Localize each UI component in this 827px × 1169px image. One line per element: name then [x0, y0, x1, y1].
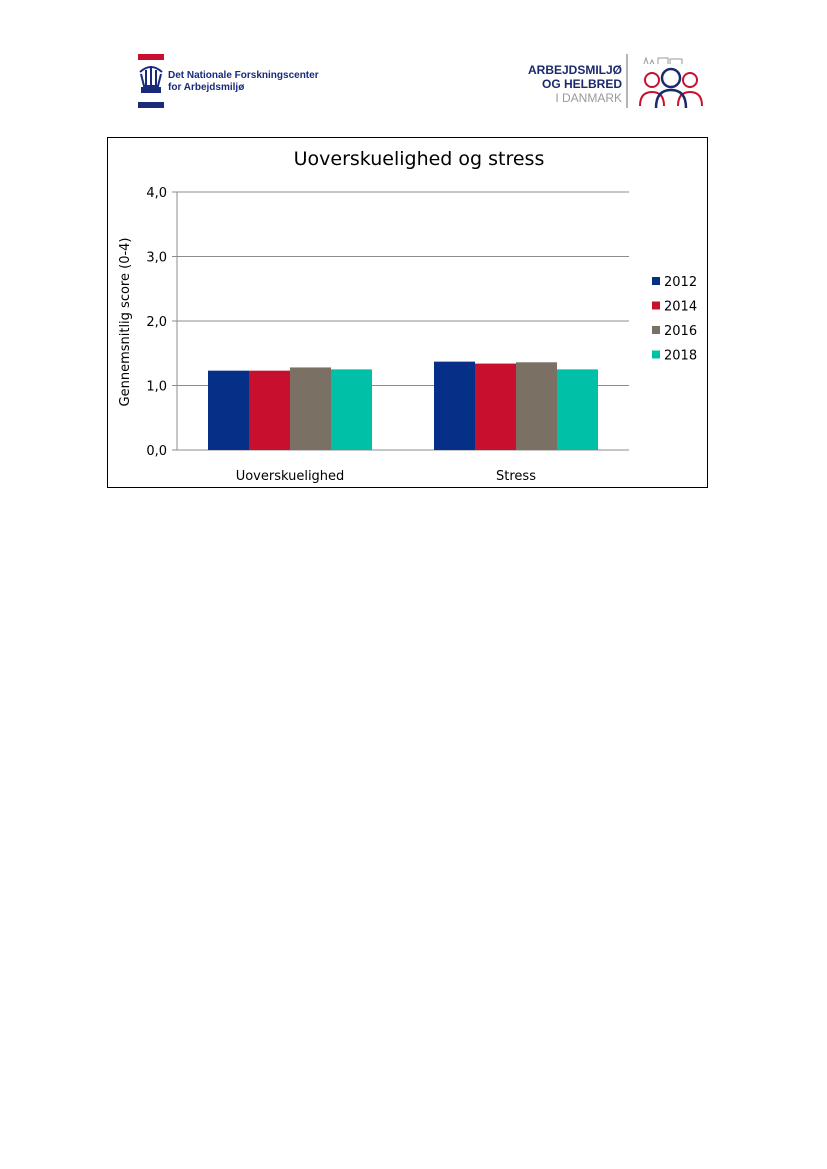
x-category-label: Stress: [496, 469, 536, 484]
legend-swatch: [652, 326, 660, 334]
y-axis-label: Gennemsnitlig score (0-4): [118, 238, 133, 407]
logo-right-line3: I DANMARK: [555, 91, 622, 105]
nfa-logo: Det Nationale Forskningscenter for Arbej…: [136, 52, 336, 112]
logo-right-line2: OG HELBRED: [542, 77, 622, 91]
city-skyline-icon: [643, 56, 683, 65]
legend-label: 2014: [664, 300, 697, 315]
bar: [434, 361, 475, 450]
bar: [475, 363, 516, 450]
x-category-label: Uoverskuelighed: [236, 469, 345, 484]
person-center-icon: [654, 67, 688, 109]
crown-icon: [139, 66, 163, 93]
bar: [290, 367, 331, 450]
chart-frame: Uoverskuelighed og stress Gennemsnitlig …: [107, 137, 708, 488]
logo-left-line2: for Arbejdsmiljø: [168, 82, 245, 93]
legend-label: 2018: [664, 349, 697, 364]
legend-swatch: [652, 277, 660, 285]
y-tick-label: 1,0: [146, 380, 167, 395]
logo-left-line1: Det Nationale Forskningscenter: [168, 70, 319, 81]
y-tick-label: 3,0: [146, 251, 167, 266]
legend-label: 2012: [664, 275, 697, 290]
logo-navy-stripe: [138, 102, 164, 108]
bar: [331, 369, 372, 450]
people-icon: [639, 72, 703, 107]
bar: [516, 362, 557, 450]
legend-swatch: [652, 301, 660, 310]
y-tick-label: 2,0: [146, 315, 167, 330]
y-tick-label: 4,0: [146, 186, 167, 201]
bar: [557, 369, 598, 450]
bar-chart: Uoverskuelighed og stress Gennemsnitlig …: [118, 148, 697, 484]
arbejdsmiljo-helbred-logo: ARBEJDSMILJØ OG HELBRED I DANMARK: [510, 52, 710, 112]
y-tick-label: 0,0: [146, 444, 167, 459]
bar: [249, 370, 290, 450]
bar: [208, 370, 249, 450]
legend-swatch: [652, 350, 660, 359]
legend-label: 2016: [664, 324, 697, 339]
logo-red-stripe: [138, 54, 164, 60]
chart-title: Uoverskuelighed og stress: [294, 148, 545, 170]
logo-right-line1: ARBEJDSMILJØ: [528, 63, 622, 77]
